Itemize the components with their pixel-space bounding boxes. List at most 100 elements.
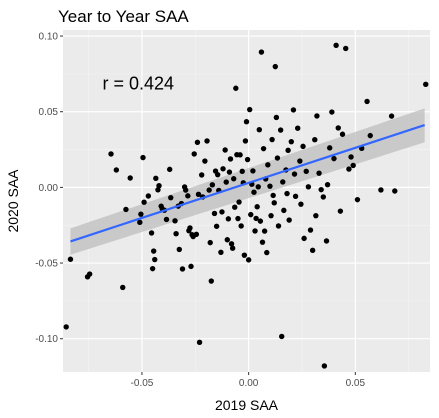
data-point	[225, 216, 232, 222]
data-point	[63, 324, 69, 330]
data-point	[233, 85, 239, 91]
data-point	[281, 207, 287, 214]
data-point	[254, 204, 260, 210]
data-point	[141, 199, 147, 205]
data-point	[329, 109, 335, 115]
y-tick-label: 0.05	[39, 107, 59, 118]
data-point	[223, 179, 229, 185]
data-point	[224, 237, 230, 243]
data-point	[253, 215, 259, 222]
data-point	[149, 265, 156, 272]
data-point	[269, 136, 275, 143]
data-point	[286, 217, 292, 223]
data-point	[138, 211, 144, 217]
data-point	[261, 228, 268, 234]
data-point	[350, 162, 356, 169]
data-point	[272, 63, 279, 70]
data-point	[323, 238, 330, 244]
data-point	[274, 155, 281, 161]
data-point	[247, 106, 253, 113]
data-point	[284, 190, 290, 197]
data-point	[185, 193, 191, 199]
data-point	[258, 49, 265, 55]
data-point	[127, 175, 133, 181]
data-point	[271, 200, 277, 206]
plot-panel	[63, 30, 430, 372]
data-point	[241, 252, 248, 258]
data-point	[339, 131, 346, 137]
data-point	[290, 107, 297, 113]
data-point	[232, 204, 238, 210]
data-point	[140, 154, 146, 161]
data-point	[182, 187, 189, 193]
data-point	[318, 186, 324, 193]
data-point	[259, 239, 266, 245]
data-point	[279, 333, 285, 340]
data-point	[378, 187, 384, 193]
data-point	[280, 179, 286, 185]
data-point	[238, 223, 244, 229]
data-point	[307, 227, 314, 233]
data-point	[237, 152, 243, 158]
data-point	[145, 193, 152, 199]
data-point	[137, 219, 143, 226]
data-point	[265, 162, 271, 168]
data-point	[214, 171, 221, 178]
data-point	[268, 212, 274, 219]
data-point	[235, 215, 241, 222]
data-point	[219, 209, 225, 215]
data-point	[367, 132, 373, 139]
data-point	[243, 119, 250, 125]
y-tick-label: -0.05	[35, 259, 58, 270]
data-point	[194, 139, 201, 145]
data-point	[206, 187, 212, 193]
data-point	[196, 339, 203, 346]
data-point	[327, 145, 333, 151]
data-point	[354, 196, 361, 203]
data-point	[316, 170, 322, 176]
data-point	[228, 241, 235, 247]
data-point	[113, 167, 120, 173]
correlation-annotation: r = 0.424	[102, 74, 174, 94]
data-point	[227, 156, 234, 162]
data-point	[288, 138, 295, 145]
data-point	[252, 228, 258, 234]
data-point	[335, 125, 341, 131]
data-point	[198, 172, 205, 178]
data-point	[270, 192, 276, 199]
data-point	[248, 211, 254, 218]
data-point	[256, 127, 262, 133]
data-point	[292, 193, 299, 200]
regression-line	[70, 123, 426, 243]
confidence-band	[70, 108, 425, 255]
data-point	[188, 263, 194, 270]
data-point	[211, 210, 218, 217]
data-point	[222, 147, 228, 153]
data-point	[300, 143, 306, 150]
data-point	[364, 98, 370, 105]
data-point	[295, 125, 301, 131]
data-point	[343, 45, 349, 52]
data-point	[152, 256, 158, 263]
data-point	[172, 218, 178, 224]
data-point	[166, 166, 173, 173]
data-point	[163, 216, 170, 223]
data-point	[285, 147, 291, 154]
data-point	[331, 155, 337, 162]
data-point	[297, 158, 303, 164]
data-point	[173, 230, 179, 237]
confidence-band-area	[70, 108, 425, 255]
data-point	[244, 156, 251, 163]
x-tick-label: 0.00	[239, 378, 259, 389]
data-point	[321, 363, 328, 369]
data-point	[392, 188, 398, 194]
data-point	[260, 145, 267, 152]
data-point	[291, 171, 298, 177]
data-point	[264, 249, 270, 256]
data-point	[191, 151, 197, 157]
data-point	[337, 208, 344, 214]
data-point	[314, 113, 320, 119]
data-point	[193, 231, 200, 237]
data-point	[255, 184, 261, 190]
